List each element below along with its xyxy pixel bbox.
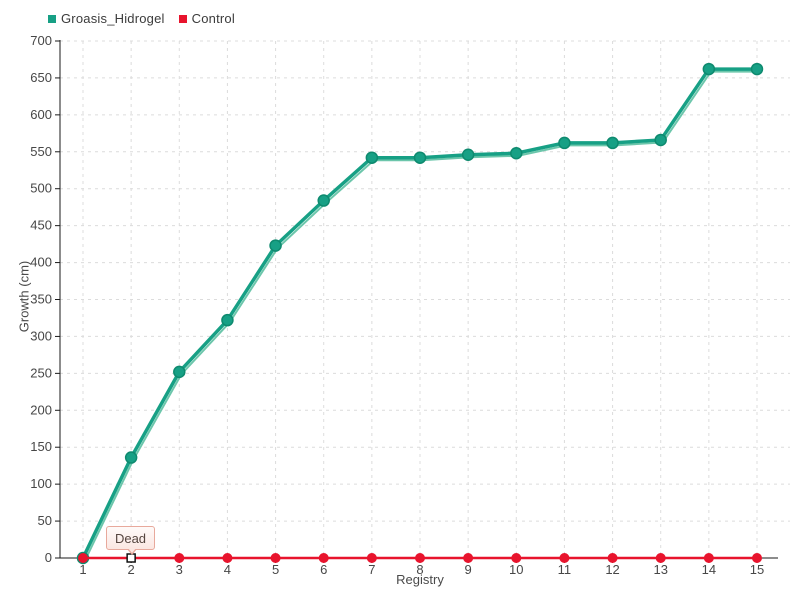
x-tick-label: 11 — [558, 562, 572, 577]
x-tick-label: 12 — [605, 562, 619, 577]
selected-data-point-control[interactable] — [126, 553, 136, 563]
x-tick-label: 1 — [79, 562, 86, 577]
y-tick-label: 0 — [45, 550, 52, 565]
data-point-control[interactable] — [607, 553, 618, 563]
y-tick-label: 600 — [30, 107, 52, 122]
legend-swatch-control-icon — [178, 14, 187, 23]
data-point-control[interactable] — [559, 553, 570, 563]
data-point-control[interactable] — [174, 553, 185, 563]
y-tick-label: 650 — [30, 70, 52, 85]
data-point-groasis[interactable] — [269, 239, 282, 252]
data-point-groasis[interactable] — [413, 151, 427, 164]
y-tick-label: 700 — [30, 33, 52, 48]
y-tick-label: 200 — [30, 402, 52, 417]
legend-label-control: Control — [191, 11, 235, 26]
dead-tooltip: Dead — [106, 526, 155, 555]
y-tick-label: 50 — [38, 513, 52, 528]
y-tick-label: 500 — [30, 181, 52, 196]
data-point-groasis[interactable] — [365, 151, 379, 164]
x-tick-label: 4 — [224, 562, 231, 577]
data-point-groasis[interactable] — [606, 136, 619, 150]
data-point-groasis[interactable] — [173, 365, 186, 379]
data-point-groasis[interactable] — [317, 194, 330, 207]
data-point-groasis[interactable] — [510, 147, 523, 160]
data-point-control[interactable] — [655, 553, 666, 563]
data-point-control[interactable] — [78, 553, 88, 563]
legend-label-groasis: Groasis_Hidrogel — [61, 11, 165, 26]
data-point-control[interactable] — [318, 553, 329, 563]
x-tick-label: 2 — [128, 562, 135, 577]
data-point-groasis[interactable] — [221, 313, 234, 327]
x-tick-label: 15 — [750, 562, 764, 577]
legend: Groasis_Hidrogel Control — [48, 11, 235, 26]
legend-item-groasis-hidrogel[interactable]: Groasis_Hidrogel — [48, 11, 165, 26]
x-tick-label: 6 — [320, 562, 327, 577]
x-tick-label: 7 — [368, 562, 375, 577]
x-tick-label: 8 — [416, 562, 423, 577]
data-point-control[interactable] — [270, 553, 281, 563]
y-tick-label: 450 — [30, 218, 52, 233]
y-tick-label: 550 — [30, 144, 52, 159]
x-tick-label: 14 — [702, 562, 716, 577]
data-point-control[interactable] — [366, 553, 377, 563]
data-point-control[interactable] — [222, 553, 233, 563]
y-tick-label: 250 — [30, 365, 52, 380]
y-tick-label: 100 — [30, 476, 52, 491]
x-tick-label: 13 — [653, 562, 667, 577]
data-point-control[interactable] — [703, 553, 714, 563]
data-point-control[interactable] — [752, 553, 762, 563]
data-point-control[interactable] — [511, 553, 522, 563]
data-point-groasis[interactable] — [702, 62, 716, 76]
y-tick-label: 350 — [30, 292, 52, 307]
x-tick-label: 9 — [465, 562, 472, 577]
legend-swatch-groasis-icon — [48, 14, 56, 23]
x-tick-label: 3 — [176, 562, 183, 577]
data-point-groasis[interactable] — [654, 133, 667, 147]
x-tick-label: 10 — [509, 562, 523, 577]
y-tick-label: 400 — [30, 255, 52, 270]
legend-item-control[interactable]: Control — [178, 11, 235, 26]
data-point-control[interactable] — [415, 553, 425, 563]
data-point-groasis[interactable] — [461, 148, 475, 161]
y-axis-title: Growth (cm) — [16, 260, 32, 333]
x-tick-label: 5 — [272, 562, 279, 577]
y-tick-label: 300 — [30, 328, 52, 343]
data-point-groasis[interactable] — [750, 62, 764, 76]
y-tick-label: 150 — [30, 439, 52, 454]
data-point-groasis[interactable] — [558, 136, 571, 150]
data-point-groasis[interactable] — [124, 451, 138, 464]
data-point-control[interactable] — [463, 553, 474, 563]
x-axis-title: Registry — [396, 572, 444, 587]
